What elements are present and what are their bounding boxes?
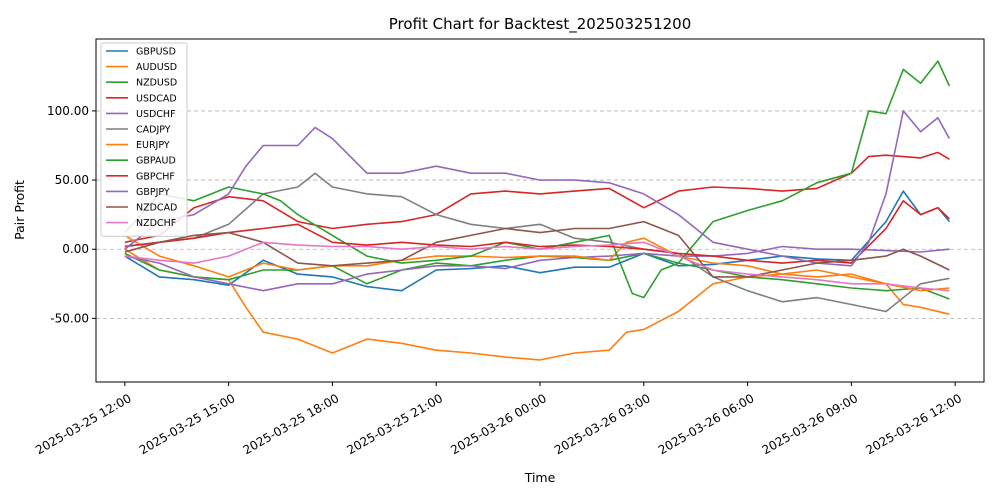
y-tick-label: 50.00	[55, 173, 89, 187]
series-line-usdchf	[124, 245, 950, 292]
series-line-eurjpy	[124, 234, 950, 292]
x-axis: 2025-03-25 12:00 2025-03-25 15:00 2025-03-…	[33, 382, 964, 457]
y-tick-label: 0.00	[62, 242, 89, 256]
plot-area	[95, 38, 985, 383]
legend-label-cadjpy: CADJPY	[136, 125, 171, 136]
legend: GBPUSD AUDUSD NZDUSD USDCAD USDCHF CADJPY EURJ…	[100, 42, 188, 237]
series-line-nzdcad	[124, 220, 950, 278]
y-axis-label: Pair Profit	[12, 180, 27, 240]
x-tick-label: 2025-03-25 21:00	[344, 391, 445, 457]
x-tick-label: 2025-03-26 09:00	[760, 391, 861, 457]
series-line-gbpchf	[124, 200, 950, 264]
legend-label-eurjpy: EURJPY	[136, 140, 170, 151]
y-tick-label: 100.00	[47, 104, 89, 118]
x-tick-label: 2025-03-26 03:00	[552, 391, 653, 457]
series-line-audusd	[124, 248, 950, 361]
legend-label-audusd: AUDUSD	[136, 62, 177, 73]
series-line-usdcad	[124, 151, 950, 244]
series-line-gbpaud	[124, 60, 951, 299]
chart-title: Profit Chart for Backtest_202503251200	[389, 15, 692, 34]
legend-label-gbpusd: GBPUSD	[136, 47, 176, 58]
series-lines	[124, 60, 951, 361]
x-axis-label: Time	[524, 470, 556, 485]
series-line-gbpjpy	[124, 110, 951, 267]
series-line-cadjpy	[124, 172, 950, 313]
legend-label-gbpjpy: GBPJPY	[136, 187, 170, 198]
legend-label-usdcad: USDCAD	[136, 93, 177, 104]
x-tick-label: 2025-03-25 18:00	[241, 391, 342, 457]
x-tick-label: 2025-03-26 06:00	[656, 391, 757, 457]
series-line-nzdchf	[124, 241, 950, 292]
legend-box	[100, 42, 188, 237]
x-tick-label: 2025-03-25 12:00	[33, 391, 134, 457]
x-tick-label: 2025-03-26 00:00	[448, 391, 549, 457]
legend-label-nzdchf: NZDCHF	[136, 218, 176, 229]
x-tick-label: 2025-03-25 15:00	[137, 391, 238, 457]
legend-label-usdchf: USDCHF	[136, 109, 176, 120]
x-tick-label: 2025-03-26 12:00	[863, 391, 964, 457]
legend-label-gbpchf: GBPCHF	[136, 171, 175, 182]
legend-label-nzdusd: NZDUSD	[136, 78, 177, 89]
y-axis: -50.00 0.00 50.00 100.00	[47, 104, 96, 325]
legend-label-nzdcad: NZDCAD	[136, 203, 177, 214]
legend-label-gbpaud: GBPAUD	[136, 156, 176, 167]
y-tick-label: -50.00	[50, 311, 89, 325]
